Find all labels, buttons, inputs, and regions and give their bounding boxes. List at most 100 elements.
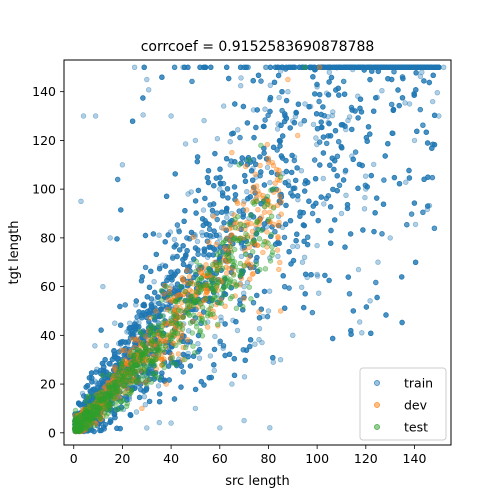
train-point <box>294 243 301 250</box>
train-point <box>301 254 308 260</box>
train-point <box>329 112 336 119</box>
train-point <box>336 139 342 145</box>
train-point <box>201 117 207 124</box>
train-point <box>205 179 212 186</box>
train-point <box>267 82 273 89</box>
train-point <box>346 114 353 120</box>
train-point <box>367 298 373 304</box>
train-point <box>308 103 314 110</box>
train-point <box>381 177 387 183</box>
train-point <box>402 100 408 106</box>
train-point <box>257 154 263 160</box>
train-point <box>224 214 230 221</box>
train-point <box>423 129 429 135</box>
train-point <box>199 229 205 236</box>
train-point <box>362 173 369 179</box>
train-point <box>122 302 128 308</box>
train-point <box>211 367 218 374</box>
train-point <box>195 341 201 347</box>
train-point <box>241 374 248 380</box>
train-point <box>383 312 389 318</box>
train-point <box>408 211 415 217</box>
train-point <box>391 68 397 75</box>
train-point <box>276 94 282 101</box>
train-point <box>264 164 271 171</box>
train-point <box>287 125 293 131</box>
train-point <box>260 123 267 130</box>
train-point <box>420 122 426 128</box>
train-point <box>431 225 438 232</box>
train-point <box>234 327 241 334</box>
train-point <box>301 117 307 124</box>
train-point <box>309 309 316 316</box>
train-point <box>112 320 118 326</box>
train-point <box>252 341 258 347</box>
points-layer <box>72 64 447 435</box>
train-point <box>399 95 406 101</box>
chart-title: corrcoef = 0.9152583690878788 <box>141 39 375 55</box>
train-point <box>334 153 341 160</box>
train-point <box>118 339 124 345</box>
train-point <box>330 109 336 115</box>
train-point <box>168 283 175 289</box>
train-point <box>238 82 244 89</box>
train-point <box>267 425 273 431</box>
train-point <box>221 220 227 226</box>
train-point <box>403 179 409 185</box>
train-point <box>373 279 379 286</box>
train-point <box>180 369 187 375</box>
train-point <box>379 231 385 237</box>
train-point <box>290 193 296 199</box>
train-point <box>317 139 323 145</box>
train-point <box>231 356 238 362</box>
train-point <box>316 290 322 296</box>
train-point <box>312 157 318 163</box>
train-point <box>103 343 110 349</box>
train-point <box>429 174 436 181</box>
train-point <box>412 221 419 228</box>
train-point <box>332 217 338 223</box>
train-point <box>328 227 334 234</box>
train-point <box>256 337 262 343</box>
train-point <box>261 288 268 295</box>
train-point <box>156 232 162 238</box>
train-point <box>342 167 349 174</box>
train-point <box>320 150 327 156</box>
train-point <box>400 75 406 82</box>
train-point <box>156 399 163 405</box>
train-point <box>140 112 146 118</box>
train-point <box>79 390 86 397</box>
train-point <box>406 175 413 181</box>
train-point <box>267 64 274 71</box>
train-point <box>379 87 385 94</box>
train-point <box>320 104 326 110</box>
train-point <box>434 89 440 96</box>
train-point <box>129 118 136 124</box>
train-point <box>200 207 207 213</box>
train-point <box>237 134 243 141</box>
train-point <box>235 127 241 133</box>
train-point <box>188 260 194 267</box>
train-point <box>396 102 402 109</box>
train-point <box>291 157 297 164</box>
train-point <box>227 139 233 145</box>
train-point <box>212 333 218 340</box>
train-point <box>430 98 436 105</box>
train-point <box>389 130 395 136</box>
train-point <box>310 121 317 128</box>
train-point <box>343 192 349 199</box>
train-point <box>262 106 268 112</box>
train-point <box>313 135 319 141</box>
train-point <box>146 87 152 93</box>
train-point <box>241 290 247 296</box>
train-point <box>266 288 273 294</box>
train-point <box>221 103 227 109</box>
train-point <box>136 320 142 326</box>
train-point <box>302 188 308 194</box>
train-point <box>214 136 221 142</box>
train-point <box>182 141 189 147</box>
train-point <box>256 326 263 332</box>
train-point <box>202 195 208 202</box>
train-point <box>196 355 203 361</box>
train-point <box>286 285 292 291</box>
